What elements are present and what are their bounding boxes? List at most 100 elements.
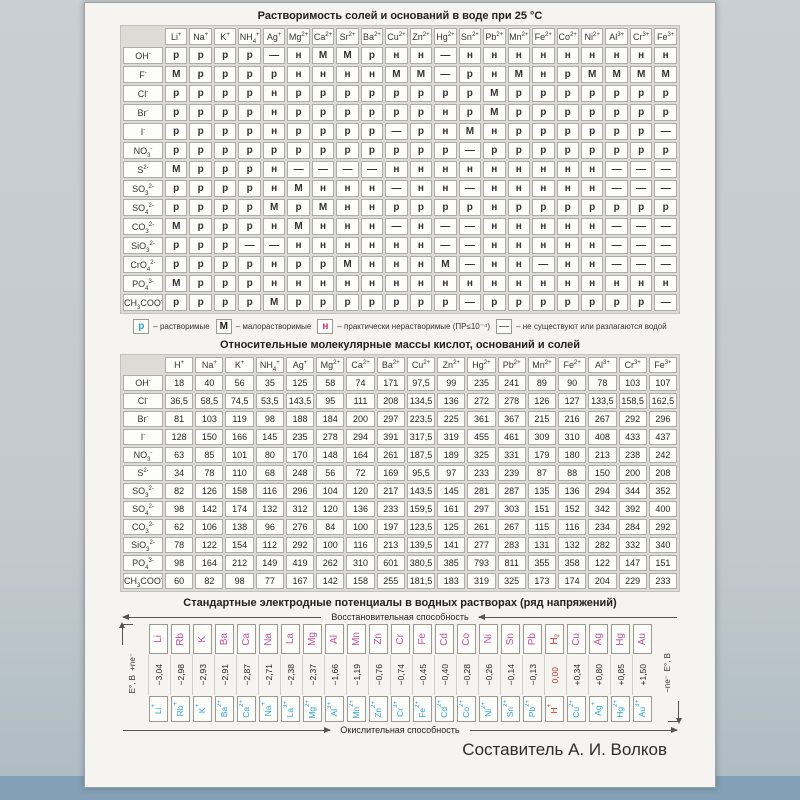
mass-cell: 99: [437, 375, 466, 391]
mass-cell: 355: [527, 555, 557, 571]
solubility-cell: н: [287, 237, 310, 254]
ion-symbol: Cr3+: [390, 696, 410, 722]
mass-cell: 215: [527, 411, 557, 427]
mass-cell: 278: [316, 429, 345, 445]
legend-symbol: р: [133, 319, 150, 334]
solubility-cell: р: [409, 294, 433, 311]
mass-cell: 88: [558, 465, 587, 481]
mass-cell: 367: [497, 411, 526, 427]
solubility-cell: р: [385, 142, 408, 159]
potential-value: +1,50: [631, 655, 653, 695]
mass-cell: 62: [165, 519, 194, 535]
solubility-cell: М: [165, 218, 188, 235]
mass-cell: 89: [527, 375, 557, 391]
mass-cell: 309: [527, 429, 557, 445]
cation-header: Cr3+: [629, 28, 653, 45]
solubility-cell: н: [434, 123, 457, 140]
solubility-cell: н: [262, 123, 286, 140]
anion-header: SO42-: [123, 199, 163, 216]
solubility-cell: —: [605, 180, 628, 197]
mass-cell: 184: [316, 411, 345, 427]
solubility-cell: н: [532, 66, 555, 83]
mass-cell: 110: [225, 465, 254, 481]
table-row: S2- 34 78 110 68 248 56 72 169 95,5 97 233 239 87 88 15…: [123, 465, 677, 481]
solubility-cell: р: [360, 142, 384, 159]
solubility-cell: н: [532, 237, 555, 254]
solubility-cell: н: [532, 47, 555, 64]
gain-electrons-label: +ne⁻: [128, 652, 137, 671]
cation-header: Al3+: [605, 28, 628, 45]
mass-cell: 173: [527, 573, 557, 589]
solubility-cell: н: [262, 275, 286, 292]
mass-cell: 164: [195, 555, 224, 571]
solubility-cell: р: [311, 294, 335, 311]
solubility-cell: н: [458, 275, 482, 292]
solubility-cell: р: [213, 161, 237, 178]
solubility-cell: н: [360, 275, 384, 292]
solubility-cell: н: [507, 180, 531, 197]
mass-cell: 276: [285, 519, 315, 535]
solubility-cell: н: [311, 66, 335, 83]
series-column: Cr −0,74 Cr3+: [389, 624, 411, 722]
mass-cell: 151: [648, 555, 677, 571]
solubility-cell: р: [189, 85, 212, 102]
anion-header: S2-: [123, 465, 163, 481]
mass-cell: 98: [165, 555, 194, 571]
mass-cell: 342: [588, 501, 617, 517]
legend-symbol: н: [317, 319, 334, 334]
cation-header: Mg2+: [287, 28, 310, 45]
cation-header: Ag+: [285, 357, 315, 373]
solubility-cell: —: [605, 256, 628, 273]
potential-value: −2,98: [169, 655, 191, 695]
cation-header: Cu2+: [385, 28, 408, 45]
solubility-cell: р: [580, 294, 604, 311]
mass-cell: 87: [527, 465, 557, 481]
mass-cell: 461: [497, 429, 526, 445]
mass-cell: 242: [648, 447, 677, 463]
cation-header: Sr2+: [336, 28, 359, 45]
solubility-cell: р: [238, 256, 261, 273]
solubility-legend: р – растворимые М – малорастворимые н – практ…: [102, 319, 698, 334]
solubility-cell: р: [213, 66, 237, 83]
mass-cell: 282: [588, 537, 617, 553]
potential-value: −2,37: [301, 655, 323, 695]
solubility-cell: р: [556, 199, 579, 216]
potential-value: −0,76: [367, 655, 389, 695]
table-row: Cl- 36,5 58,5 74,5 53,5 143,5 95 111 208 134,5 136…: [123, 393, 677, 409]
mass-cell: 278: [497, 393, 526, 409]
cation-header: Co2+: [556, 28, 579, 45]
series-column: Ni −0,26 Ni2+: [477, 624, 499, 722]
mass-cell: 120: [346, 483, 375, 499]
oxidation-ability-axis: Окислительная способность: [123, 725, 679, 735]
mass-cell: 103: [618, 375, 647, 391]
solubility-cell: р: [336, 294, 359, 311]
solubility-cell: —: [434, 237, 457, 254]
mass-cell: 188: [285, 411, 315, 427]
mass-cell: 132: [558, 537, 587, 553]
mass-cell: 217: [376, 483, 405, 499]
element-symbol: H2: [544, 624, 564, 654]
anion-header: I-: [123, 123, 163, 140]
element-symbol: Pb: [522, 624, 542, 654]
solubility-cell: н: [654, 275, 677, 292]
ion-symbol: Cu2+: [566, 696, 586, 722]
mass-cell: 112: [255, 537, 284, 553]
solubility-cell: р: [238, 142, 261, 159]
potential-value: 0,00: [543, 655, 565, 695]
solubility-cell: н: [507, 256, 531, 273]
solubility-cell: р: [507, 104, 531, 121]
solubility-cell: —: [385, 180, 408, 197]
mass-cell: 40: [195, 375, 224, 391]
solubility-cell: р: [336, 142, 359, 159]
solubility-cell: н: [336, 218, 359, 235]
solubility-cell: р: [556, 104, 579, 121]
solubility-cell: р: [360, 85, 384, 102]
solubility-cell: р: [360, 47, 384, 64]
solubility-cell: н: [654, 47, 677, 64]
mass-cell: 233: [648, 573, 677, 589]
solubility-cell: р: [238, 47, 261, 64]
solubility-cell: —: [458, 180, 482, 197]
solubility-cell: н: [311, 237, 335, 254]
mass-cell: 161: [437, 501, 466, 517]
